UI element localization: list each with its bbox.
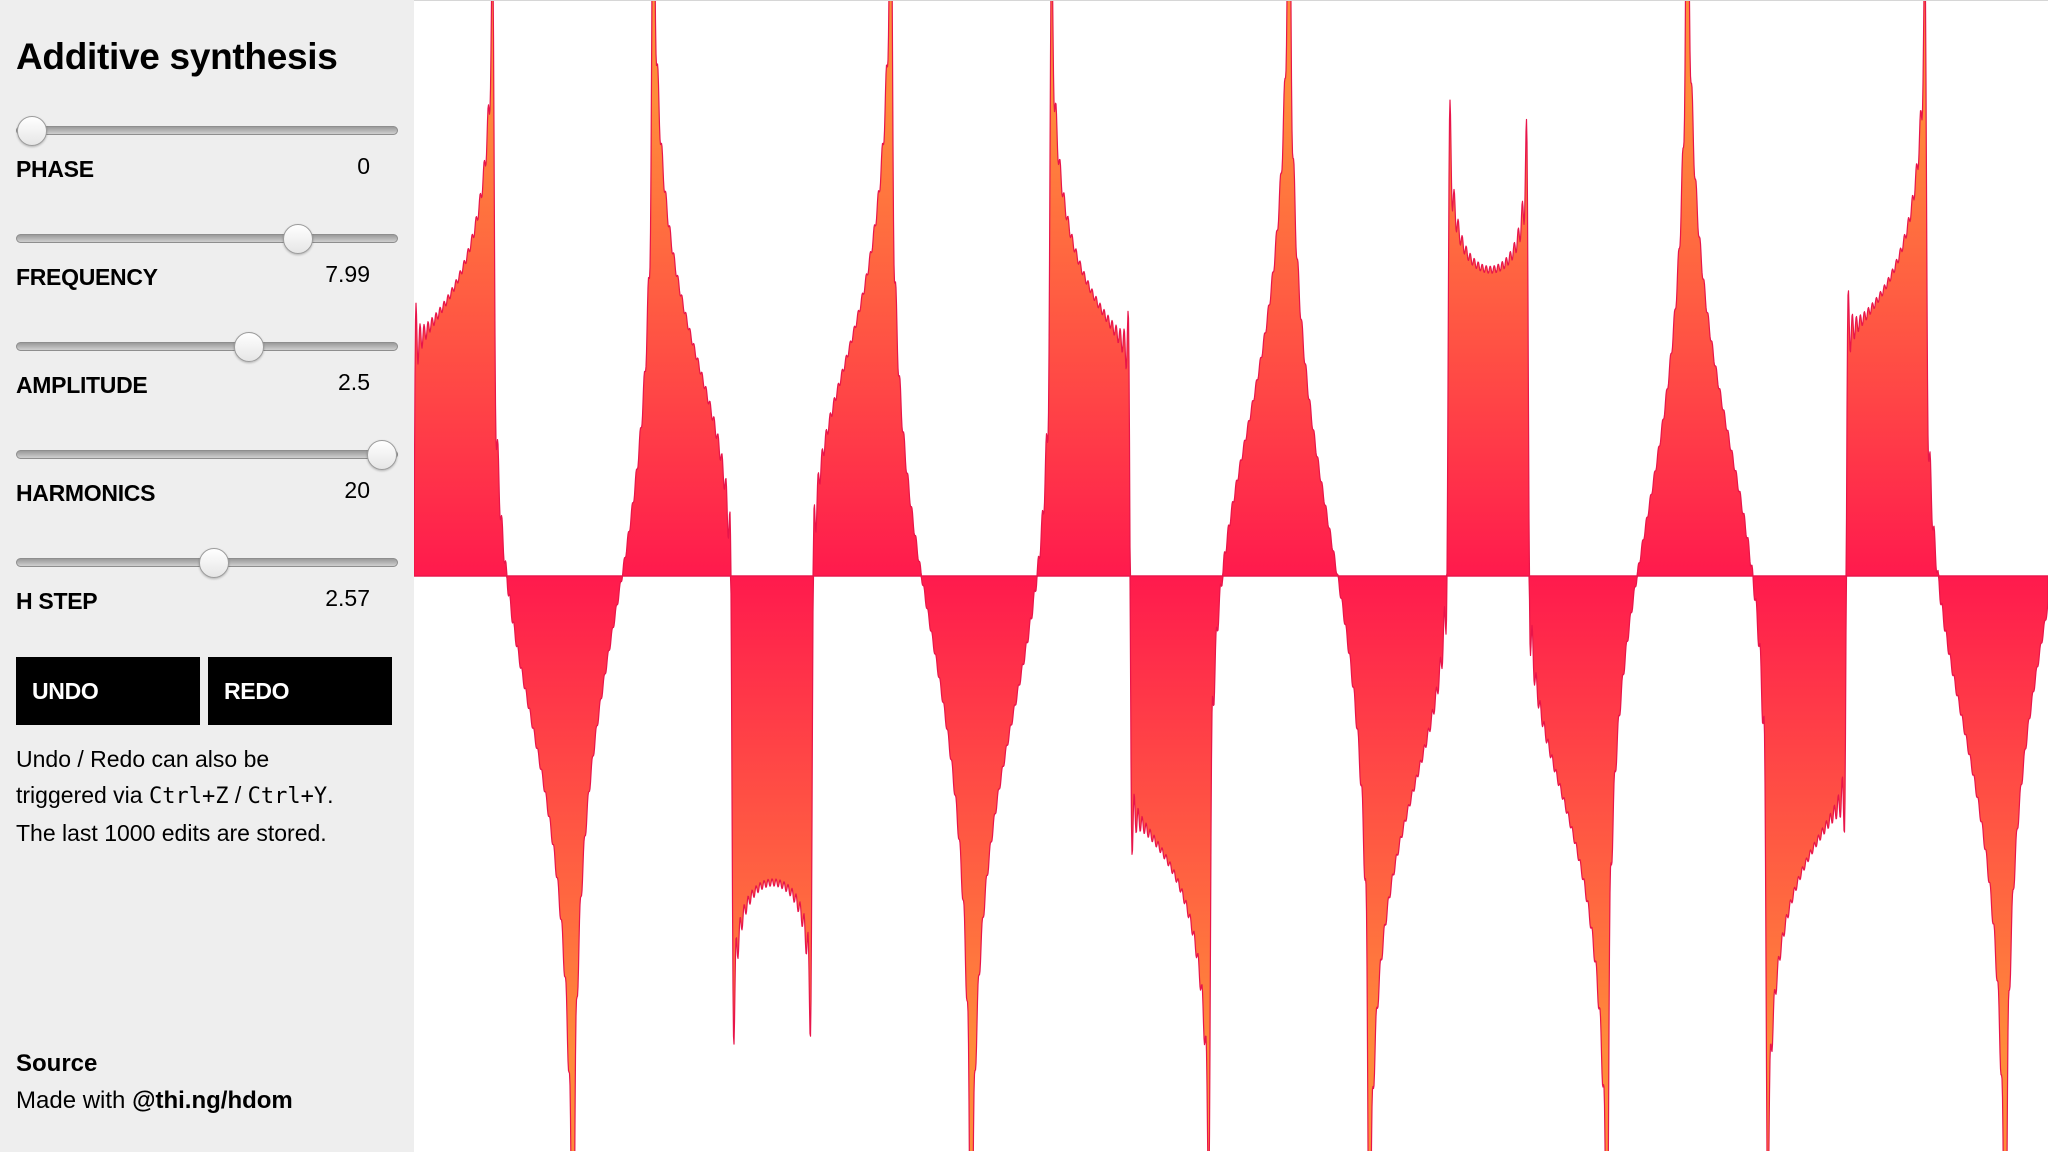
harmonics-value: 20 [344, 477, 370, 503]
hstep-slider-thumb[interactable] [199, 548, 229, 578]
frequency-label: FREQUENCY [16, 264, 158, 290]
waveform-svg [414, 1, 2048, 1151]
harmonics-control: HARMONICS 20 [16, 440, 398, 550]
waveform-negative [414, 575, 2048, 1151]
amplitude-slider-thumb[interactable] [234, 332, 264, 362]
phase-control: PHASE 0 [16, 116, 398, 226]
waveform-canvas [414, 0, 2048, 1152]
hstep-control: H STEP 2.57 [16, 548, 398, 658]
phase-label: PHASE [16, 156, 94, 182]
undo-button[interactable]: UNDO [16, 657, 200, 725]
amplitude-value: 2.5 [338, 369, 370, 395]
redo-shortcut: Ctrl+Y [247, 784, 328, 809]
control-sidebar: Additive synthesis PHASE 0 FREQUENCY 7.9… [0, 0, 414, 1152]
help-line-2-prefix: triggered via [16, 782, 149, 808]
redo-button[interactable]: REDO [208, 657, 392, 725]
undo-shortcut: Ctrl+Z [148, 784, 229, 809]
amplitude-label: AMPLITUDE [16, 372, 148, 398]
help-text: Undo / Redo can also be triggered via Ct… [16, 741, 396, 851]
frequency-slider-thumb[interactable] [283, 224, 313, 254]
help-line-3: The last 1000 edits are stored. [16, 820, 327, 846]
amplitude-slider[interactable] [16, 332, 398, 362]
phase-slider-thumb[interactable] [17, 116, 47, 146]
shortcut-separator: / [228, 782, 248, 808]
hdom-link[interactable]: @thi.ng/hdom [132, 1087, 293, 1114]
hstep-value: 2.57 [325, 585, 370, 611]
frequency-value: 7.99 [325, 261, 370, 287]
made-with: Made with @thi.ng/hdom [16, 1087, 293, 1115]
source-heading: Source [16, 1050, 98, 1077]
help-line-2-suffix: . [327, 782, 334, 808]
help-line-1: Undo / Redo can also be [16, 746, 270, 772]
frequency-control: FREQUENCY 7.99 [16, 224, 398, 334]
amplitude-control: AMPLITUDE 2.5 [16, 332, 398, 442]
harmonics-label: HARMONICS [16, 480, 156, 506]
harmonics-slider-thumb[interactable] [367, 440, 397, 470]
frequency-slider[interactable] [16, 224, 398, 254]
harmonics-slider[interactable] [16, 440, 398, 470]
phase-value: 0 [357, 153, 370, 179]
hstep-slider[interactable] [16, 548, 398, 578]
hstep-label: H STEP [16, 588, 98, 614]
phase-slider[interactable] [16, 116, 398, 146]
waveform-positive [414, 1, 2048, 577]
page-title: Additive synthesis [16, 36, 338, 77]
made-with-prefix: Made with [16, 1087, 133, 1114]
